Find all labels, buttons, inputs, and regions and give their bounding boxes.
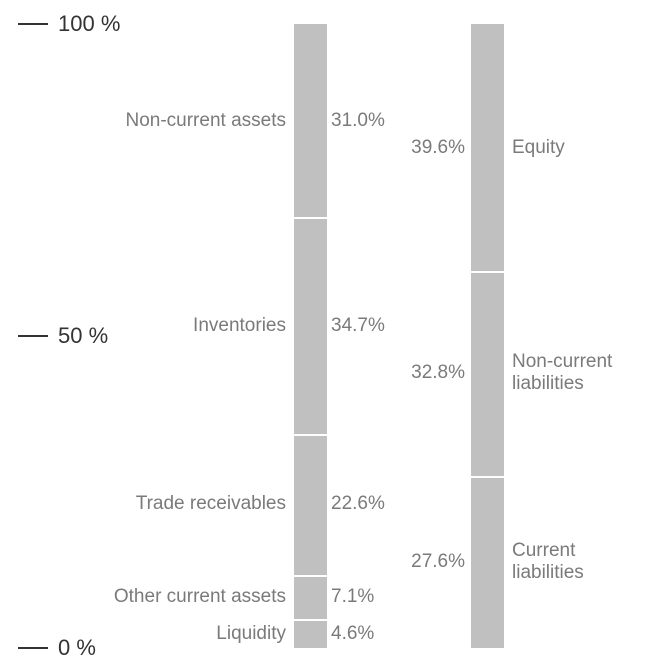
bar-segment <box>294 576 327 620</box>
bar-segment <box>294 219 327 434</box>
value-label: 4.6% <box>331 622 375 644</box>
bar-segment <box>294 435 327 575</box>
y-tick-label: 50 % <box>58 323 109 348</box>
value-label: 32.8% <box>411 362 465 384</box>
segment-name: Non-current liabilities <box>512 351 613 395</box>
y-tick <box>18 335 48 337</box>
value-label: 31.0% <box>331 109 385 131</box>
segment-name: Equity <box>512 136 565 158</box>
segment-name: Liquidity <box>216 622 286 644</box>
bar-segment <box>294 24 327 218</box>
y-tick-label: 100 % <box>58 11 121 36</box>
value-label: 39.6% <box>411 136 465 158</box>
segment-name: Inventories <box>193 314 286 336</box>
y-tick-label: 0 % <box>58 635 96 656</box>
segment-name: Non-current assets <box>125 109 286 131</box>
value-label: 22.6% <box>331 493 385 515</box>
bar-segment <box>471 24 504 272</box>
segment-name: Trade receivables <box>135 493 286 515</box>
y-tick <box>18 23 48 25</box>
bar-segment <box>471 273 504 476</box>
segment-name: Other current assets <box>113 586 286 608</box>
value-label: 7.1% <box>331 586 375 608</box>
value-label: 34.7% <box>331 314 385 336</box>
bar-segment <box>471 477 504 648</box>
segment-name: Current liabilities <box>512 539 584 583</box>
bar-segment <box>294 621 327 648</box>
value-label: 27.6% <box>411 550 465 572</box>
y-tick <box>18 647 48 649</box>
